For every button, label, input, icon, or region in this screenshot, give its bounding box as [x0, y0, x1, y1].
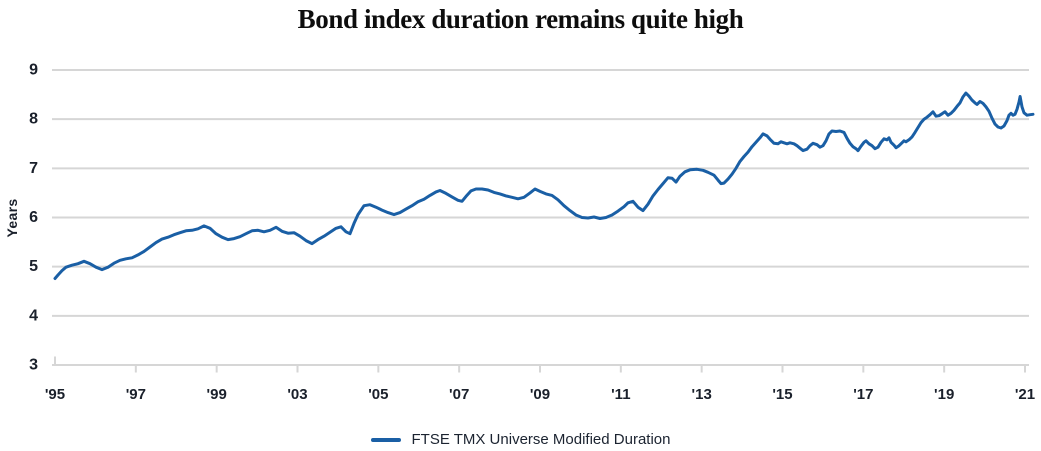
- legend-line-swatch: [370, 437, 401, 442]
- x-tick-label: '15: [772, 386, 792, 403]
- data-line-ftse-tmx-universe-modified-duration: [53, 91, 1035, 280]
- chart-legend: FTSE TMX Universe Modified Duration: [0, 431, 1041, 448]
- x-tick-label: '07: [449, 386, 469, 403]
- x-tick-label: '95: [45, 386, 65, 403]
- y-axis-title: Years: [4, 198, 20, 238]
- chart-title: Bond index duration remains quite high: [297, 4, 744, 34]
- y-tick-label: 8: [29, 111, 38, 128]
- x-tick-label: '19: [934, 386, 954, 403]
- x-tick-label: '17: [853, 386, 873, 403]
- y-tick-label: 5: [29, 258, 38, 275]
- x-tick-label: '11: [611, 386, 630, 403]
- x-tick-label: '05: [368, 386, 388, 403]
- y-tick-label: 9: [29, 62, 38, 79]
- x-tick-label: '21: [1015, 386, 1035, 403]
- y-tick-label: 4: [29, 307, 38, 324]
- legend-label: FTSE TMX Universe Modified Duration: [411, 431, 671, 448]
- x-tick-label: '99: [207, 386, 227, 403]
- y-tick-label: 6: [29, 209, 38, 226]
- x-tick-label: '09: [530, 386, 550, 403]
- x-tick-label: '97: [126, 386, 146, 403]
- x-tick-label: '03: [287, 386, 307, 403]
- y-tick-label: 3: [29, 357, 38, 374]
- y-tick-label: 7: [29, 160, 38, 177]
- x-tick-label: '13: [692, 386, 712, 403]
